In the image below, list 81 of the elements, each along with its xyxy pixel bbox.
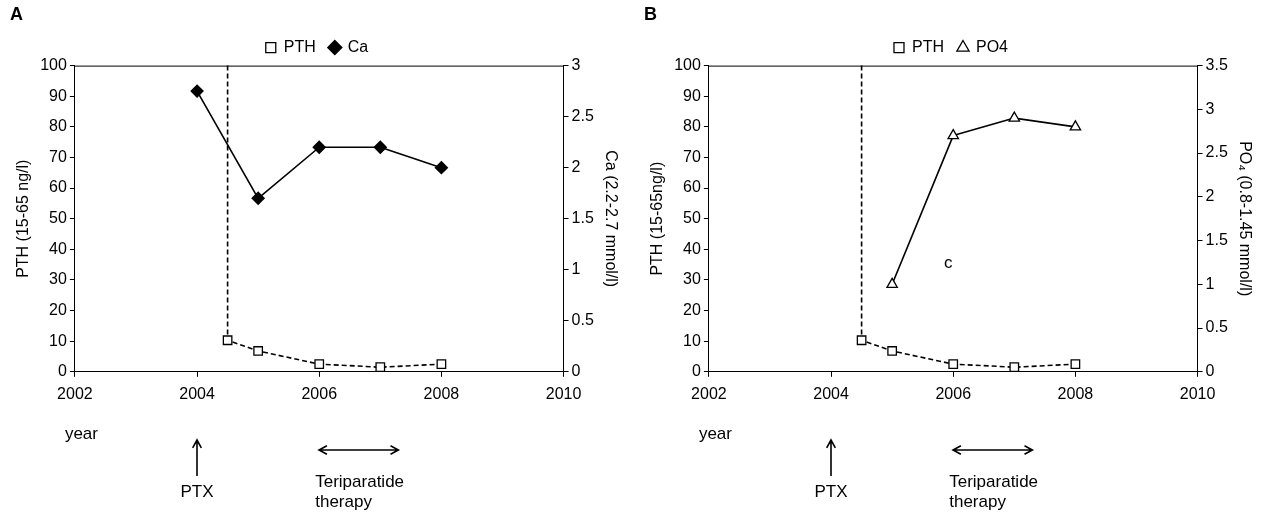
y2-tick-label: 1.5 <box>571 209 594 227</box>
y-tick-label: 0 <box>57 362 67 380</box>
y2-tick-label: 2 <box>571 158 581 176</box>
y-tick-label: 50 <box>49 209 67 227</box>
y-tick-label: 60 <box>49 178 67 196</box>
point <box>251 191 265 205</box>
point <box>886 277 898 288</box>
y2-tick-label: 0.5 <box>1205 318 1228 336</box>
y-tick-label: 100 <box>40 56 67 74</box>
x-axis-title: year <box>64 423 99 443</box>
x-tick-label: 2008 <box>423 384 460 402</box>
y2-tick-label: 1 <box>1205 274 1215 292</box>
x-tick-label: 2008 <box>1057 384 1094 402</box>
x-tick-label: 2006 <box>935 384 972 402</box>
y-tick-label: 70 <box>683 147 701 165</box>
y-tick-label: 30 <box>49 270 67 288</box>
x-tick-label: 2002 <box>691 384 727 402</box>
chart-title: A <box>10 3 23 24</box>
x-tick-label: 2002 <box>57 384 93 402</box>
point <box>190 84 204 98</box>
point <box>887 346 898 356</box>
y-tick-label: 90 <box>49 86 67 104</box>
y2-tick-label: 3 <box>571 56 581 74</box>
y2-axis-title: Ca (2.2-2.7 mmol/l) <box>602 150 620 288</box>
y2-tick-label: 2.5 <box>1205 143 1228 161</box>
text: PTX <box>180 481 214 501</box>
point <box>856 335 867 346</box>
y2-tick-label: 3.5 <box>1205 56 1228 74</box>
y-tick-label: 80 <box>49 117 67 135</box>
point <box>1070 359 1081 370</box>
point <box>948 359 959 370</box>
y-tick-label: 20 <box>683 300 701 318</box>
y-tick-label: 40 <box>49 239 67 257</box>
y2-tick-label: 0 <box>1205 362 1215 380</box>
y2-tick-label: 2.5 <box>571 107 594 125</box>
text: Teriparatide therapy <box>315 471 405 511</box>
point <box>947 128 960 140</box>
point <box>222 335 233 346</box>
point <box>312 140 326 154</box>
y-tick-label: 10 <box>683 331 701 349</box>
point <box>1008 111 1021 122</box>
y2-tick-label: 3 <box>1205 99 1215 117</box>
x-tick-label: 2010 <box>545 384 582 402</box>
x-tick-label: 2004 <box>813 384 849 402</box>
chart-title: B <box>644 3 657 24</box>
y-tick-label: 0 <box>691 362 701 380</box>
y2-tick-label: 0.5 <box>571 311 594 329</box>
y-tick-label: 90 <box>683 86 701 104</box>
y-tick-label: 100 <box>674 56 701 74</box>
y-axis-title: PTH (15-65ng/l) <box>648 161 666 276</box>
y-tick-label: 60 <box>683 178 701 196</box>
point <box>1069 120 1082 131</box>
point <box>314 359 325 370</box>
y-tick-label: 30 <box>683 270 701 288</box>
point <box>373 140 387 154</box>
x-tick-label: 2006 <box>301 384 338 402</box>
point <box>436 359 447 370</box>
point <box>434 161 449 175</box>
x-tick-label: 2010 <box>1179 384 1216 402</box>
y-tick-label: 70 <box>49 147 67 165</box>
legend-label: PTH <box>911 38 944 56</box>
x-axis-title: year <box>698 423 733 443</box>
y-tick-label: 80 <box>683 117 701 135</box>
legend-label: PTH <box>283 38 316 56</box>
legend-label: PO4 <box>975 38 1009 56</box>
point <box>253 346 264 356</box>
text: Teriparatide therapy <box>949 471 1039 511</box>
y-axis-title: PTH (15-65 ng/l) <box>14 159 32 278</box>
y2-tick-label: 1 <box>571 260 581 278</box>
y2-axis-title: PO₄ (0.8-1.45 mmol/l) <box>1236 141 1254 297</box>
annotation: c <box>944 252 954 272</box>
y2-tick-label: 2 <box>1205 187 1215 205</box>
legend-label: Ca <box>347 38 369 56</box>
x-tick-label: 2004 <box>179 384 215 402</box>
y2-tick-label: 1.5 <box>1205 230 1228 248</box>
text: PTX <box>814 481 848 501</box>
y-tick-label: 10 <box>49 331 67 349</box>
y-tick-label: 20 <box>49 300 67 318</box>
y2-tick-label: 0 <box>571 362 581 380</box>
y-tick-label: 40 <box>683 239 701 257</box>
y-tick-label: 50 <box>683 209 701 227</box>
